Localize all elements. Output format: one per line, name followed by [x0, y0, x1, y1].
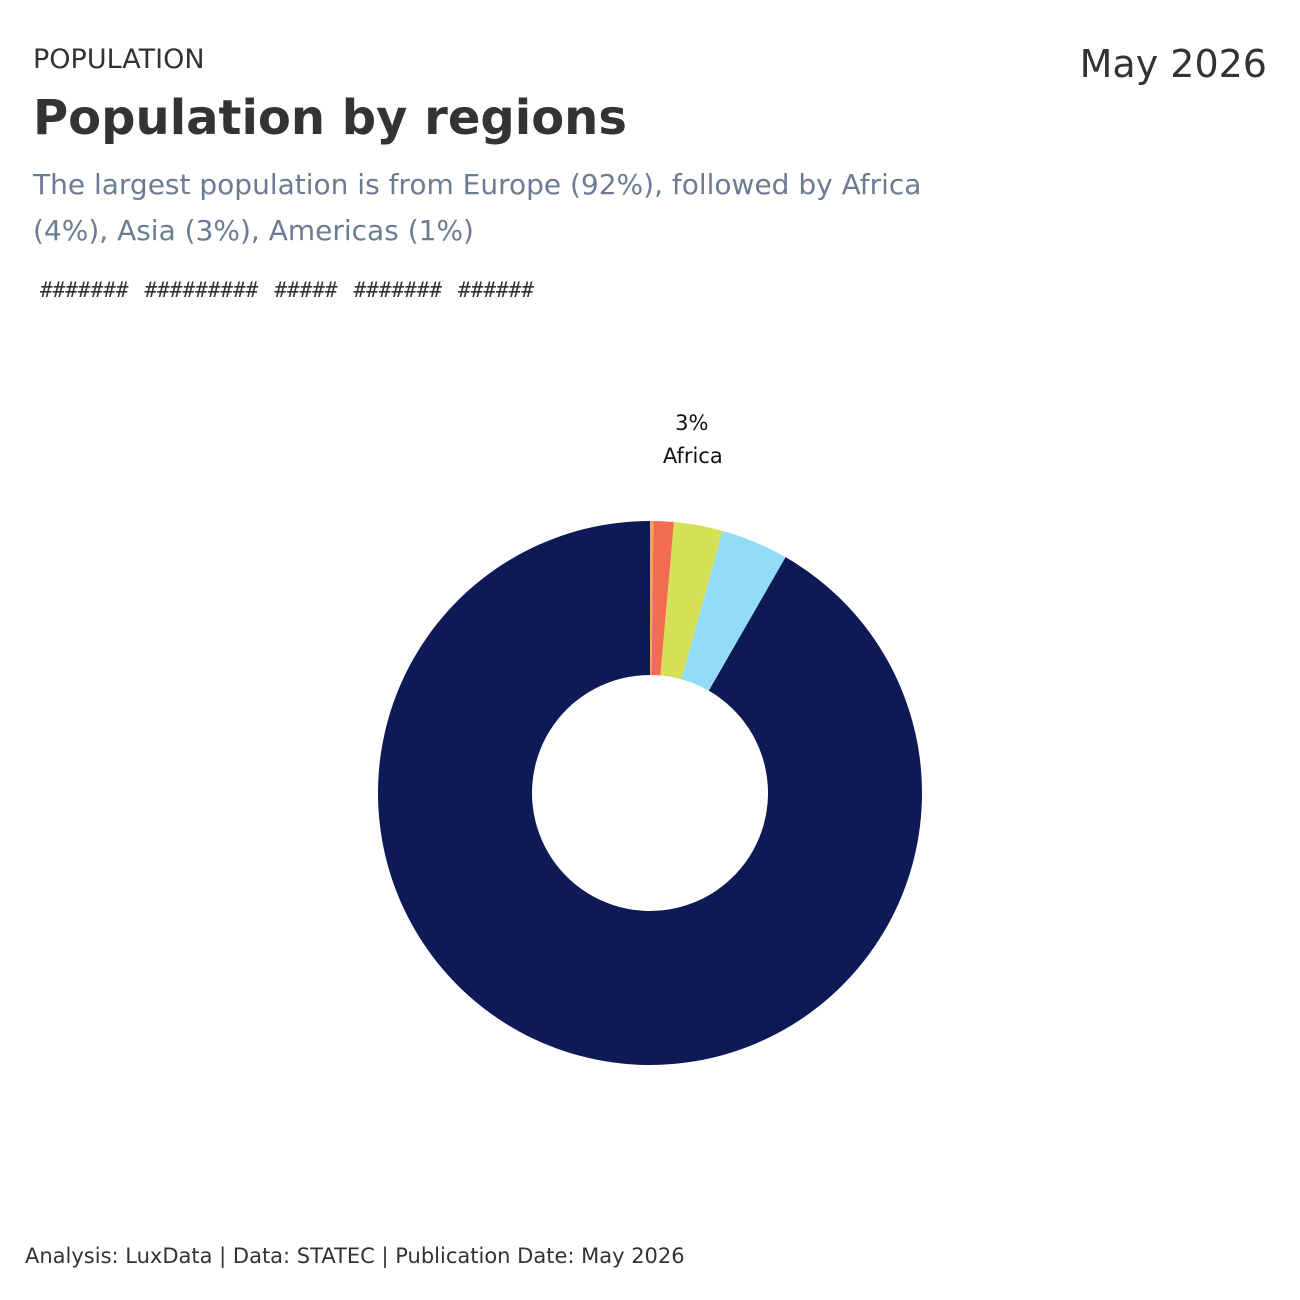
- footer: Analysis: LuxData | Data: STATEC | Publi…: [25, 1244, 685, 1268]
- legend-entry: #######: [40, 278, 129, 302]
- data-label: 3%: [675, 411, 708, 435]
- date: May 2026: [1079, 42, 1267, 86]
- slice: [378, 521, 922, 1065]
- legend-entry: #########: [144, 278, 259, 302]
- slice: [660, 522, 723, 680]
- legend-entry: #######: [353, 278, 443, 302]
- slice: [681, 530, 786, 691]
- kicker: POPULATION: [33, 44, 205, 75]
- data-label-name: Africa: [663, 444, 723, 468]
- slice: [650, 521, 654, 676]
- slice: [651, 521, 674, 676]
- subtitle: The largest population is from Europe (9…: [33, 168, 922, 247]
- legend: ####### ######### ##### ####### ######: [40, 278, 534, 302]
- legend-entry: #####: [274, 278, 338, 302]
- legend-entry: ######: [458, 278, 534, 302]
- chart-title: Population by regions: [33, 90, 627, 146]
